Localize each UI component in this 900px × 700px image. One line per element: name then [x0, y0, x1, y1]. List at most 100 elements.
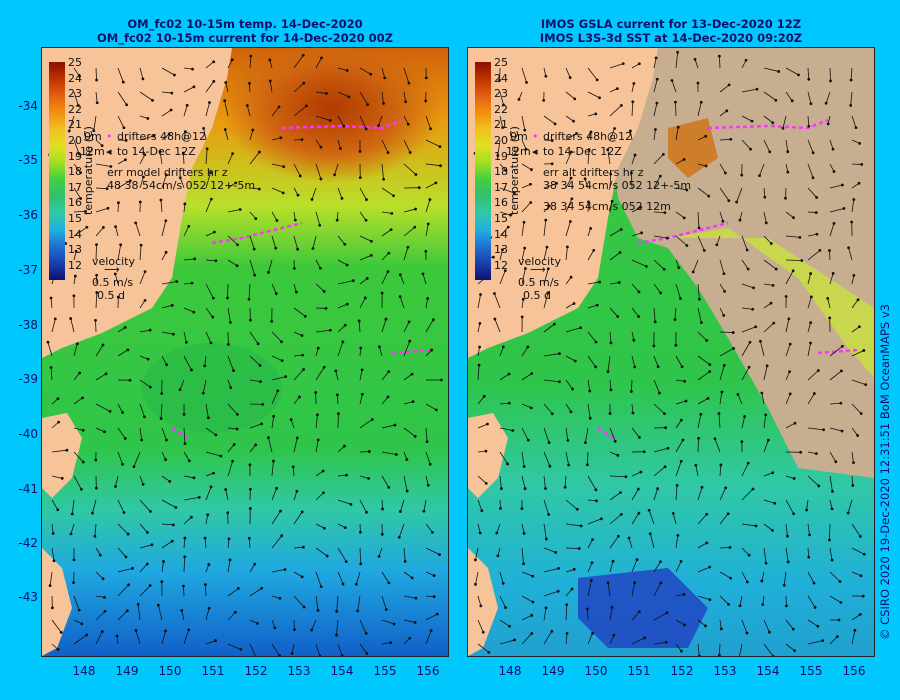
velocity-arrow-head: [318, 223, 322, 227]
velocity-arrow: [565, 427, 569, 441]
velocity-arrow: [425, 523, 433, 533]
colorbar-tick-label: 16: [494, 196, 508, 210]
velocity-arrow-head: [359, 346, 363, 350]
velocity-arrow: [315, 329, 331, 333]
velocity-arrow: [51, 619, 62, 633]
velocity-arrow-head: [842, 207, 846, 210]
velocity-arrow: [359, 499, 367, 513]
velocity-arrow: [249, 211, 257, 219]
velocity-arrow-head: [303, 314, 307, 318]
velocity-arrow: [851, 199, 855, 213]
velocity-arrow: [807, 342, 811, 357]
velocity-arrow: [183, 497, 200, 501]
left-map-panel: [41, 47, 449, 657]
velocity-arrow-head: [318, 654, 322, 656]
velocity-arrow: [719, 283, 725, 292]
y-tick-label: -37: [18, 263, 38, 277]
velocity-arrow-head: [608, 412, 612, 415]
velocity-arrow: [359, 67, 371, 75]
velocity-arrow-head: [568, 220, 572, 223]
velocity-arrow-head: [548, 464, 552, 468]
velocity-arrow-head: [861, 594, 865, 598]
velocity-arrow: [337, 643, 343, 656]
velocity-arrow: [95, 67, 97, 81]
velocity-arrow-head: [744, 58, 748, 62]
velocity-arrow: [674, 307, 677, 320]
velocity-arrow: [785, 211, 794, 219]
right-velocity-arrow: ⟶: [530, 263, 546, 276]
velocity-arrow: [851, 427, 858, 436]
velocity-arrow: [543, 67, 547, 77]
velocity-arrow: [403, 247, 409, 261]
velocity-arrow-head: [679, 459, 683, 463]
velocity-arrow-head: [754, 524, 758, 528]
velocity-arrow-head: [487, 650, 491, 654]
velocity-arrow-head: [369, 253, 373, 257]
velocity-arrow-head: [830, 507, 834, 511]
velocity-arrow-head: [652, 344, 656, 348]
right-velocity-speed: 0.5 m/s: [518, 276, 560, 289]
velocity-arrow-head: [164, 458, 168, 462]
velocity-arrow: [477, 423, 488, 429]
velocity-arrow: [675, 619, 685, 626]
right-err-line1: err alt drifters hr z: [543, 166, 644, 179]
velocity-arrow: [73, 210, 86, 213]
x-tick-label: 149: [115, 664, 139, 678]
velocity-arrow-head: [280, 359, 284, 363]
velocity-arrow-head: [165, 363, 168, 367]
velocity-arrow: [543, 247, 548, 261]
velocity-arrow: [227, 259, 238, 267]
velocity-arrow-head: [380, 532, 384, 536]
velocity-arrow: [631, 582, 636, 597]
velocity-arrow-head: [679, 649, 683, 653]
velocity-arrow-head: [666, 236, 669, 240]
velocity-arrow-head: [693, 57, 697, 61]
velocity-arrow: [785, 475, 795, 479]
velocity-arrow: [653, 355, 659, 367]
velocity-arrow: [719, 110, 728, 117]
velocity-arrow-head: [754, 325, 758, 329]
velocity-arrow-head: [609, 172, 613, 176]
velocity-arrow-head: [254, 443, 258, 447]
velocity-arrow-head: [248, 507, 252, 510]
velocity-arrow: [719, 138, 731, 141]
velocity-arrow: [499, 427, 513, 431]
velocity-arrow-head: [850, 220, 854, 224]
velocity-arrow-head: [209, 341, 213, 345]
velocity-arrow-head: [148, 584, 152, 587]
velocity-arrow-head: [513, 638, 516, 642]
velocity-arrow-head: [809, 272, 813, 275]
velocity-arrow-head: [496, 554, 500, 558]
velocity-arrow-head: [182, 584, 185, 588]
velocity-arrow-head: [141, 77, 145, 81]
velocity-arrow: [139, 499, 151, 512]
velocity-arrow-head: [699, 412, 703, 416]
velocity-arrow-head: [296, 247, 299, 251]
velocity-arrow-head: [530, 168, 533, 171]
velocity-arrow-head: [167, 132, 171, 136]
velocity-arrow-head: [425, 440, 429, 444]
velocity-arrow-head: [300, 138, 304, 141]
velocity-arrow-head: [550, 139, 554, 142]
velocity-arrow: [425, 547, 440, 555]
velocity-arrow-head: [544, 537, 548, 541]
velocity-arrow-head: [95, 78, 98, 82]
velocity-arrow: [631, 83, 635, 93]
left-title-line1: OM_fc02 10-15m temp. 14-Dec-2020: [127, 17, 363, 31]
velocity-arrow: [851, 571, 862, 577]
velocity-arrow-head: [858, 141, 862, 145]
velocity-arrow-head: [249, 54, 253, 58]
velocity-arrow: [139, 271, 146, 285]
velocity-arrow: [95, 373, 107, 381]
velocity-arrow-head: [613, 439, 617, 443]
right-err-line3: 38 34 54cm/s 052 12m: [543, 200, 671, 213]
velocity-arrow: [161, 427, 167, 441]
velocity-arrow-head: [781, 126, 785, 130]
velocity-arrow: [475, 547, 479, 561]
warm-patch: [668, 228, 874, 378]
velocity-arrow: [139, 475, 144, 485]
velocity-arrow: [785, 547, 789, 563]
velocity-arrow: [269, 80, 273, 93]
velocity-arrow-head: [635, 558, 639, 562]
velocity-arrow-head: [555, 181, 558, 185]
